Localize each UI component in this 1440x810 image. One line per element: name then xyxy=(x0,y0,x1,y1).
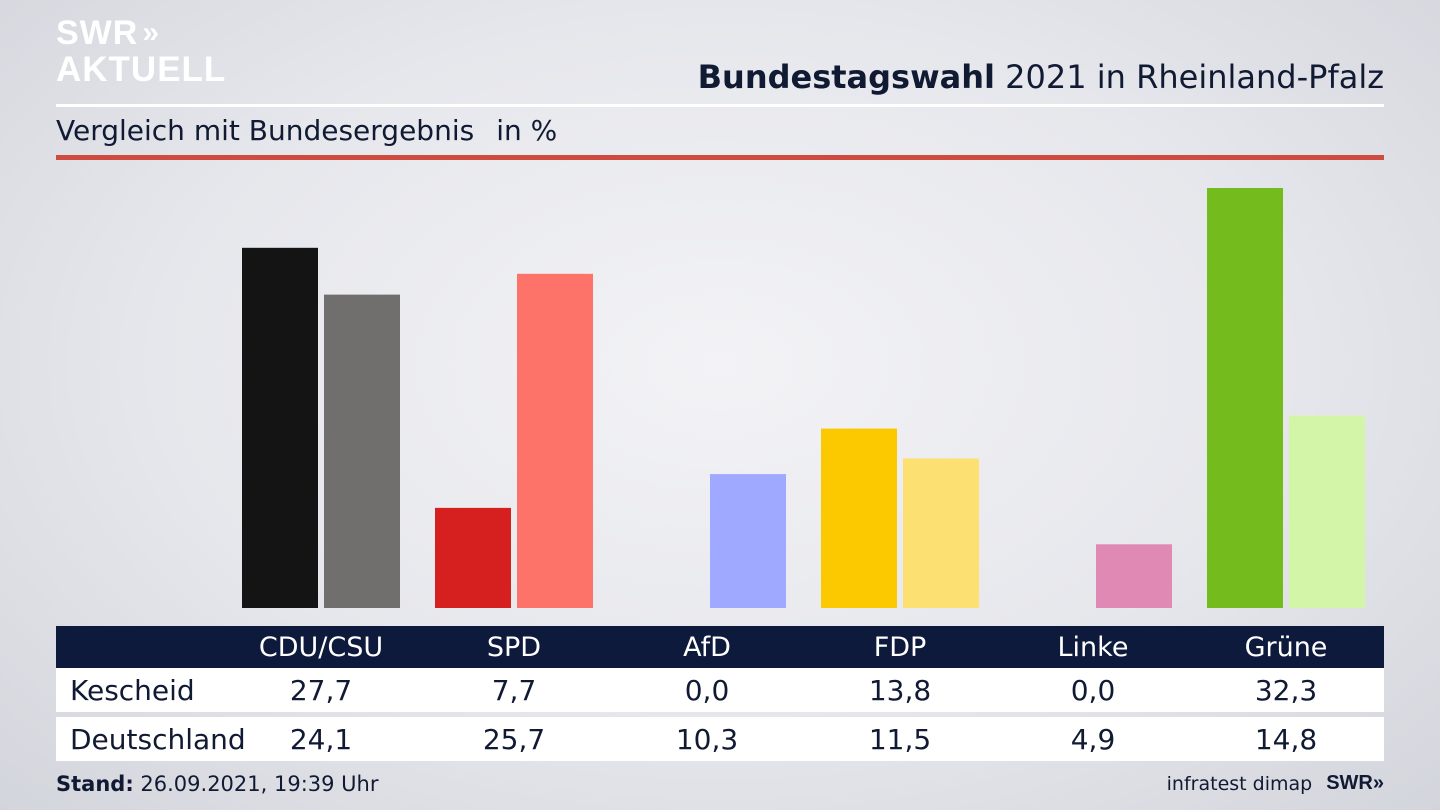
table-row-kescheid: Kescheid 27,7 7,7 0,0 13,8 0,0 32,3 xyxy=(56,668,1384,712)
results-table: CDU/CSU SPD AfD FDP Linke Grüne Kescheid 27,7 7… xyxy=(56,626,1384,761)
table-cell: 0,0 xyxy=(1070,673,1116,707)
bar-gr-ne-kescheid xyxy=(1207,188,1283,608)
column-header-fdp: FDP xyxy=(873,631,927,663)
table-row-deutschland: Deutschland 24,1 25,7 10,3 11,5 4,9 14,8 xyxy=(56,717,1384,761)
bar-chart xyxy=(242,188,1365,608)
bar-spd-deutschland xyxy=(517,273,593,608)
table-cell: 0,0 xyxy=(684,673,730,707)
column-header-spd: SPD xyxy=(486,631,542,663)
bar-gr-ne-deutschland xyxy=(1289,415,1365,608)
row-label: Deutschland xyxy=(70,722,246,756)
table-cell: 27,7 xyxy=(289,673,353,707)
table-cell: 25,7 xyxy=(482,722,546,756)
title-rest: 2021 in Rheinland-Pfalz xyxy=(995,58,1384,96)
table-header-row: CDU/CSU SPD AfD FDP Linke Grüne xyxy=(56,626,1384,668)
stand-value: 26.09.2021, 19:39 Uhr xyxy=(133,772,379,796)
table-cell: 24,1 xyxy=(289,722,353,756)
bar-fdp-kescheid xyxy=(821,428,897,608)
bar-fdp-deutschland xyxy=(903,458,979,608)
table-cell: 11,5 xyxy=(868,722,932,756)
table-cell: 4,9 xyxy=(1070,722,1116,756)
title-bold: Bundestagswahl xyxy=(697,58,995,96)
swr-aktuell-logo: SWR» AKTUELL xyxy=(56,16,226,87)
logo-line-2: AKTUELL xyxy=(56,50,227,89)
source-credit: infratest dimap SWR» xyxy=(1167,772,1384,795)
table-cell: 13,8 xyxy=(868,673,932,707)
bar-cdu-csu-deutschland xyxy=(324,294,400,608)
source-label: infratest dimap xyxy=(1166,772,1313,795)
column-header-afd: AfD xyxy=(683,631,731,663)
bar-spd-kescheid xyxy=(435,507,511,608)
table-cell: 7,7 xyxy=(491,673,537,707)
row-label: Kescheid xyxy=(70,673,195,707)
column-header-gr-ne: Grüne xyxy=(1244,631,1328,663)
accent-divider xyxy=(56,155,1384,160)
header-divider xyxy=(56,104,1384,107)
bar-afd-deutschland xyxy=(710,474,786,608)
bar-linke-deutschland xyxy=(1096,544,1172,608)
stand-label: Stand: xyxy=(56,772,134,796)
swr-brand-logo: SWR» xyxy=(1326,772,1384,794)
table-cell: 10,3 xyxy=(675,722,739,756)
timestamp: Stand: 26.09.2021, 19:39 Uhr xyxy=(56,772,379,796)
table-cell: 14,8 xyxy=(1254,722,1318,756)
chart-subtitle: Vergleich mit Bundesergebnis in % xyxy=(56,114,557,147)
unit-label: in % xyxy=(496,114,558,147)
column-header-linke: Linke xyxy=(1057,631,1129,663)
subtitle-text: Vergleich mit Bundesergebnis xyxy=(56,114,475,147)
logo-line-1: SWR xyxy=(56,14,139,52)
bar-cdu-csu-kescheid xyxy=(242,247,318,608)
page-title: Bundestagswahl 2021 in Rheinland-Pfalz xyxy=(698,58,1384,96)
table-cell: 32,3 xyxy=(1254,673,1318,707)
column-header-cdu-csu: CDU/CSU xyxy=(258,631,384,663)
